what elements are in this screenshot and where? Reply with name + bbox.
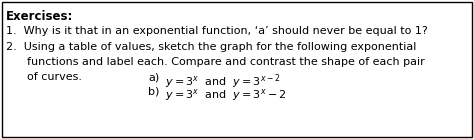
Text: $y=3^{x}$  and  $y=3^{x-2}$: $y=3^{x}$ and $y=3^{x-2}$ — [165, 72, 281, 91]
Text: 2.  Using a table of values, sketch the graph for the following exponential: 2. Using a table of values, sketch the g… — [6, 42, 416, 52]
Text: Exercises:: Exercises: — [6, 10, 73, 23]
Text: functions and label each. Compare and contrast the shape of each pair: functions and label each. Compare and co… — [6, 57, 425, 67]
Text: a): a) — [148, 72, 159, 82]
Text: b): b) — [148, 87, 159, 97]
FancyBboxPatch shape — [2, 2, 472, 137]
Text: 1.  Why is it that in an exponential function, ‘a’ should never be equal to 1?: 1. Why is it that in an exponential func… — [6, 26, 428, 36]
Text: of curves.: of curves. — [6, 72, 82, 82]
Text: $y=3^{x}$  and  $y=3^{x}-2$: $y=3^{x}$ and $y=3^{x}-2$ — [165, 87, 287, 103]
